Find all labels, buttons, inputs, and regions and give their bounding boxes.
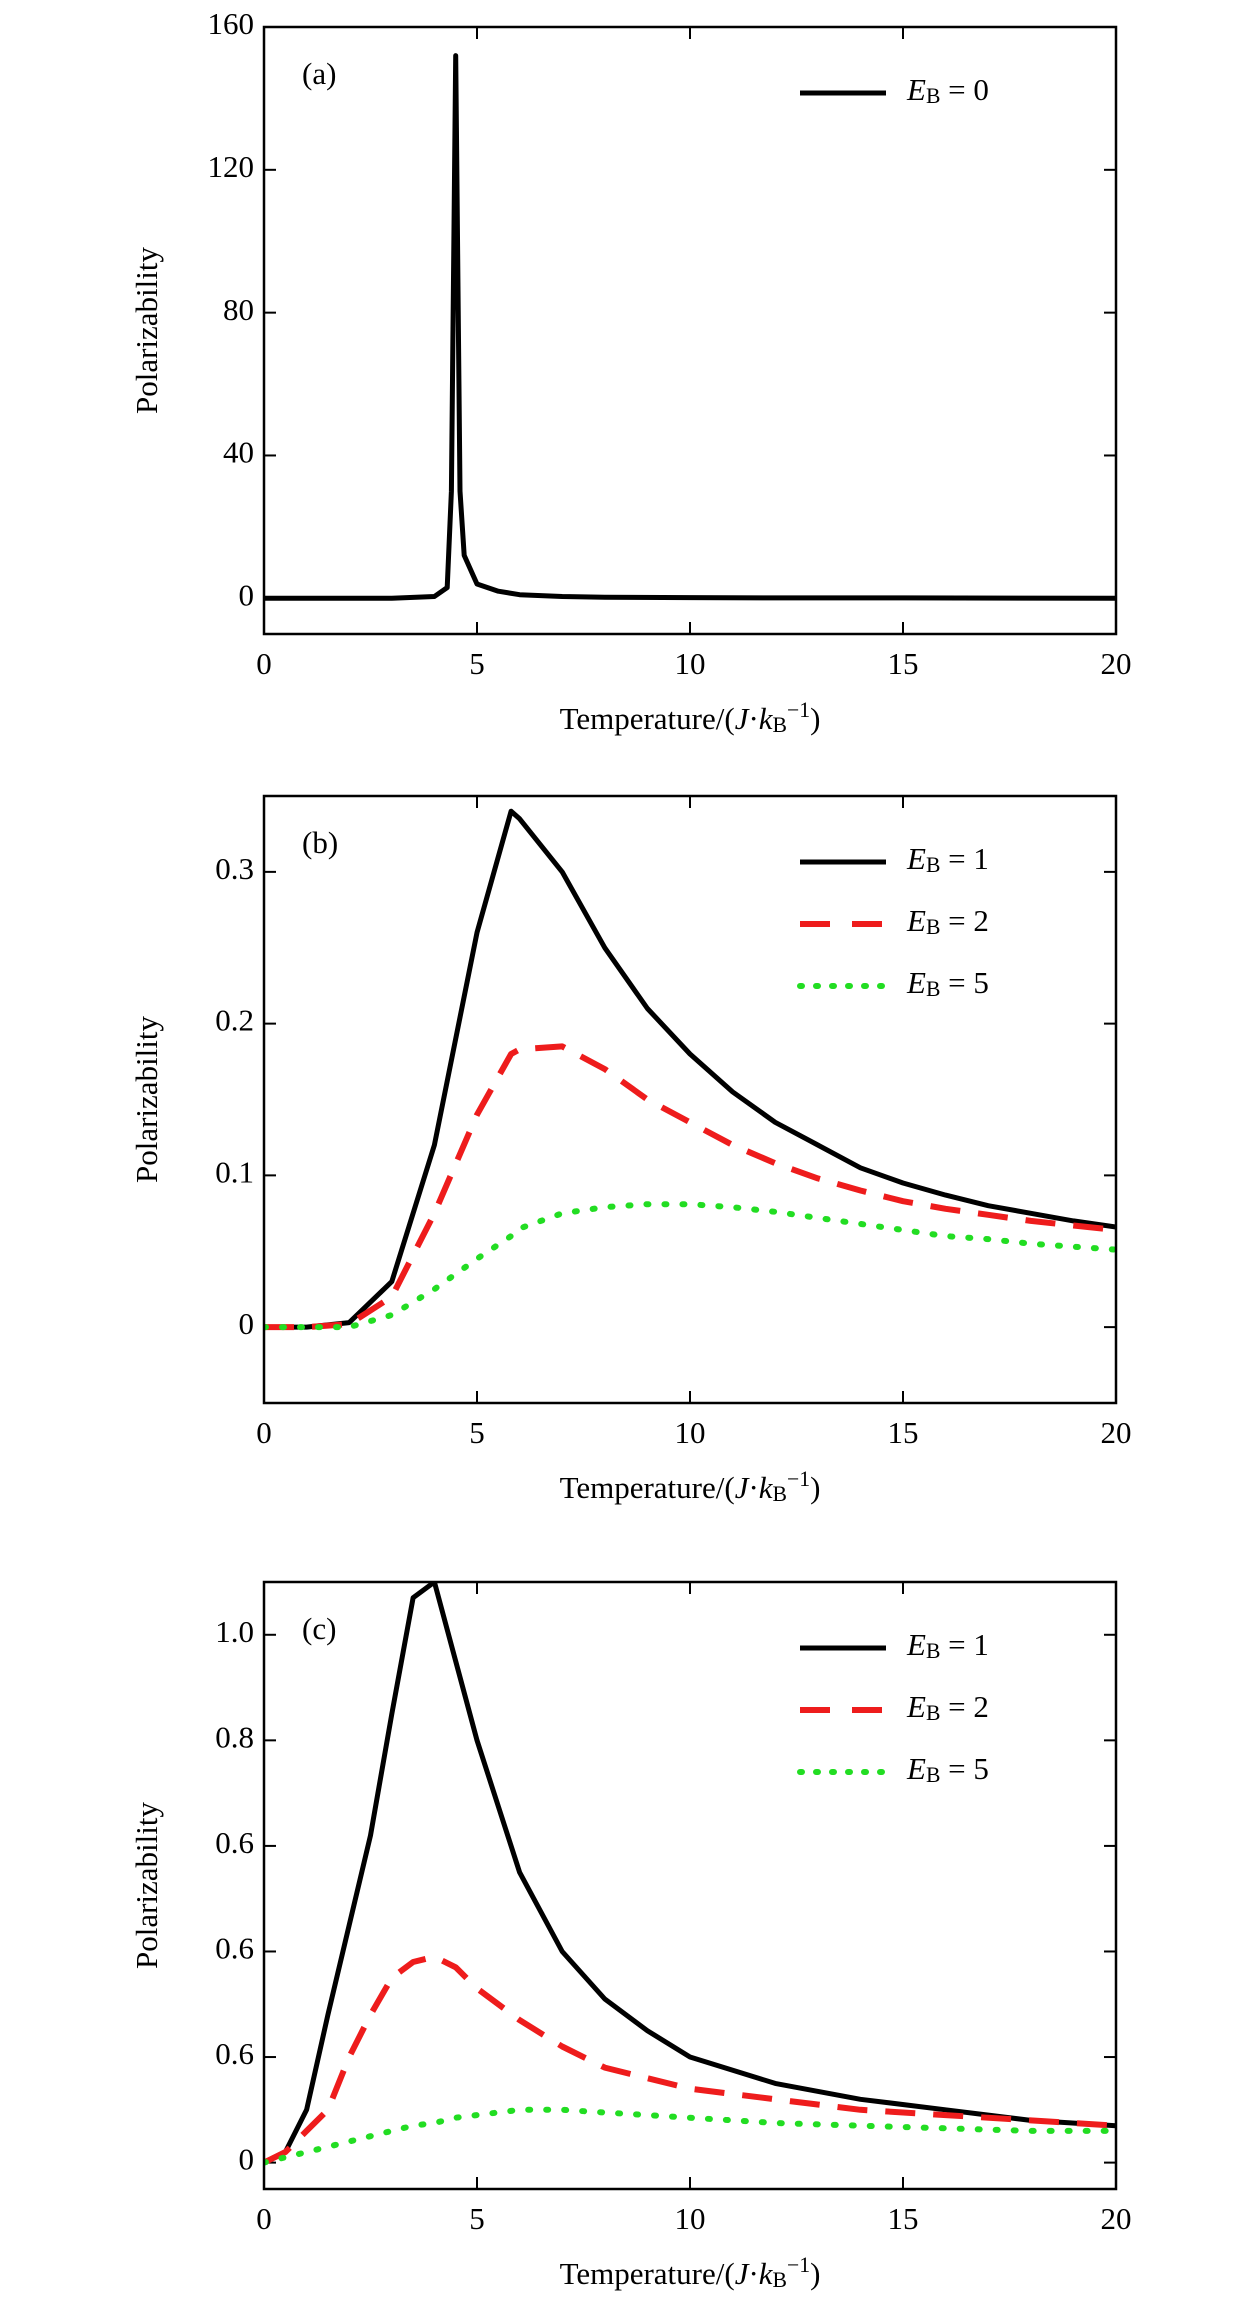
x-tick-label: 0: [256, 1415, 272, 1450]
legend-label: EB = 1: [906, 1627, 989, 1663]
x-tick-label: 10: [675, 646, 706, 681]
panel: 0 5 10 15 20 0 40 80 120 160 EB = 0 (a) Temperature/…: [129, 6, 1131, 737]
x-tick-label: 5: [469, 646, 485, 681]
x-tick-label: 5: [469, 1415, 485, 1450]
data-line: [264, 1953, 1116, 2166]
y-tick-label: 0.6: [215, 1825, 254, 1860]
legend-label: EB = 5: [906, 1751, 989, 1787]
x-tick-label: 5: [469, 2201, 485, 2236]
x-tick-label: 0: [256, 2201, 272, 2236]
data-line: [264, 2106, 1116, 2166]
y-axis-label: Polarizability: [129, 1015, 164, 1183]
x-tick-label: 20: [1101, 646, 1132, 681]
y-tick-label: 0: [239, 577, 255, 612]
y-tick-label: 160: [208, 6, 255, 41]
x-tick-label: 15: [888, 646, 919, 681]
y-tick-label: 0: [239, 2142, 255, 2177]
data-line: [264, 1043, 1116, 1331]
y-tick-label: 0.3: [215, 851, 254, 886]
y-tick-label: 0.2: [215, 1003, 254, 1038]
legend-label: EB = 2: [906, 1689, 989, 1725]
y-tick-label: 120: [208, 149, 255, 184]
legend-label: EB = 5: [906, 965, 989, 1001]
legend-label: EB = 0: [906, 72, 989, 108]
y-axis-label: Polarizability: [129, 246, 164, 414]
y-tick-label: 0.6: [215, 2036, 254, 2071]
legend-label: EB = 2: [906, 903, 989, 939]
x-axis-label: Temperature/(J·kB−1): [560, 2253, 821, 2292]
x-tick-label: 10: [675, 1415, 706, 1450]
y-tick-label: 0.8: [215, 1719, 254, 1754]
panel-label: (a): [302, 56, 336, 91]
panel-label: (b): [302, 825, 338, 860]
data-line: [264, 1582, 1116, 2165]
data-line: [264, 53, 1116, 601]
y-tick-label: 1.0: [215, 1614, 254, 1649]
panel: 0 5 10 15 20 0 0.6 0.6 0.6 0.8 1.0 EB = 1 EB = 2 EB =…: [129, 1580, 1132, 2292]
plot-frame: [262, 25, 1118, 636]
x-tick-label: 0: [256, 646, 272, 681]
x-tick-label: 20: [1101, 1415, 1132, 1450]
x-tick-label: 10: [675, 2201, 706, 2236]
x-tick-label: 20: [1101, 2201, 1132, 2236]
y-tick-label: 0.1: [215, 1154, 254, 1189]
x-tick-label: 15: [888, 2201, 919, 2236]
data-line: [264, 1201, 1116, 1331]
y-tick-label: 0: [239, 1306, 255, 1341]
y-tick-label: 0.6: [215, 1931, 254, 1966]
x-axis-label: Temperature/(J·kB−1): [560, 1467, 821, 1506]
data-line: [264, 808, 1116, 1330]
y-tick-label: 80: [223, 292, 254, 327]
x-tick-label: 15: [888, 1415, 919, 1450]
plot-frame: [262, 794, 1118, 1405]
panel-label: (c): [302, 1611, 336, 1646]
y-tick-label: 40: [223, 435, 254, 470]
y-axis-label: Polarizability: [129, 1801, 164, 1969]
panel: 0 5 10 15 20 0 0.1 0.2 0.3 EB = 1 EB = 2 EB = 5 (b) T…: [129, 794, 1132, 1506]
legend-label: EB = 1: [906, 841, 989, 877]
plot-frame: [262, 1580, 1118, 2191]
x-axis-label: Temperature/(J·kB−1): [560, 698, 821, 737]
